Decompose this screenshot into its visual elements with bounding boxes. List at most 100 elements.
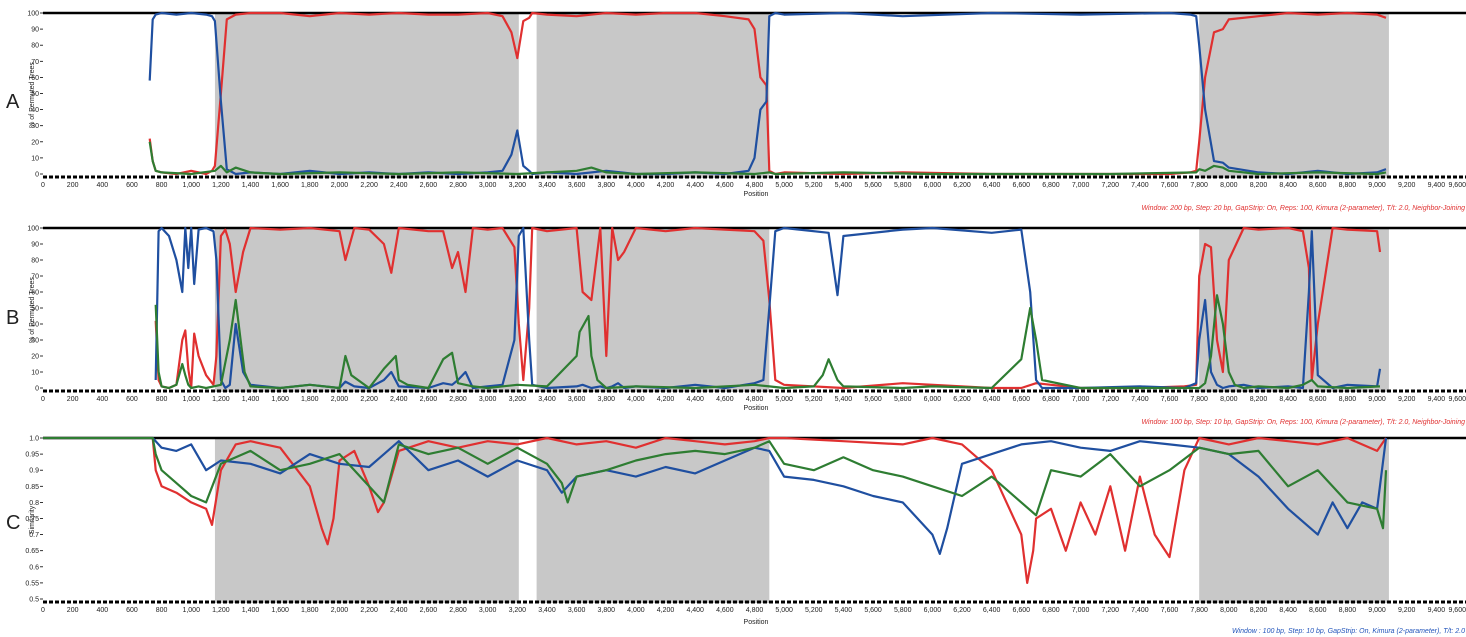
y-axis-title-c: Similarity	[29, 505, 36, 534]
x-tick-label: 2,600	[420, 396, 438, 403]
x-tick-label: 6,400	[983, 182, 1001, 189]
y-tick-label: 10	[31, 370, 39, 377]
x-tick-label: 6,600	[1013, 182, 1031, 189]
shaded-region	[536, 228, 770, 392]
shaded-region	[214, 228, 519, 392]
x-tick-label: 200	[67, 607, 79, 614]
x-tick-label: 6,000	[924, 607, 942, 614]
x-tick-label: 5,800	[894, 607, 912, 614]
settings-note-a: Window: 200 bp, Step: 20 bp, GapStrip: O…	[1141, 205, 1465, 212]
x-tick-label: 3,200	[509, 607, 527, 614]
x-tick-label: 1,200	[212, 182, 230, 189]
y-tick-label: 1.0	[29, 436, 39, 443]
shaded-region	[536, 438, 770, 603]
x-tick-label: 2,600	[420, 182, 438, 189]
y-tick-label: 0	[35, 172, 39, 179]
y-tick-label: 0.75	[25, 516, 39, 523]
x-tick-label: 9,200	[1398, 182, 1416, 189]
x-tick-label: 5,000	[775, 182, 793, 189]
series-line-blue	[154, 226, 1382, 390]
x-tick-label: 5,600	[864, 182, 882, 189]
series-line-green	[148, 141, 1387, 176]
x-tick-label: 2,200	[360, 607, 378, 614]
x-tick-label: 0	[41, 607, 45, 614]
x-tick-label: 3,200	[509, 396, 527, 403]
x-tick-label: 7,200	[1101, 182, 1119, 189]
x-tick-label: 5,800	[894, 396, 912, 403]
x-tick-label: 7,400	[1131, 607, 1149, 614]
x-tick-label: 9,000	[1368, 607, 1386, 614]
panel-letter-b: B	[6, 307, 19, 329]
series-line-red	[43, 436, 1387, 585]
y-tick-label: 70	[31, 274, 39, 281]
x-tick-label: 4,800	[746, 396, 764, 403]
x-tick-label: 1,800	[301, 182, 319, 189]
x-tick-label: 8,600	[1309, 607, 1327, 614]
x-tick-label: 5,400	[835, 182, 853, 189]
series-line-green	[154, 294, 1381, 390]
x-axis-title-b: Position	[744, 405, 769, 412]
y-tick-label: 0.85	[25, 484, 39, 491]
x-tick-label: 3,400	[538, 396, 556, 403]
x-tick-label: 7,200	[1101, 396, 1119, 403]
x-tick-label: 7,000	[1072, 607, 1090, 614]
x-tick-label: 200	[67, 182, 79, 189]
y-tick-label: 100	[27, 11, 39, 18]
x-tick-label: 4,800	[746, 182, 764, 189]
x-tick-label: 5,600	[864, 607, 882, 614]
x-tick-label: 6,200	[953, 607, 971, 614]
x-tick-label: 2,200	[360, 396, 378, 403]
x-tick-label: 1,000	[182, 182, 200, 189]
x-tick-label: 8,000	[1220, 607, 1238, 614]
x-tick-label: 1,600	[271, 396, 289, 403]
x-tick-label: 800	[156, 182, 168, 189]
y-tick-label: 40	[31, 322, 39, 329]
x-tick-label: 9,000	[1368, 182, 1386, 189]
x-tick-label: 9,400	[1428, 182, 1446, 189]
x-tick-label: 4,200	[657, 182, 675, 189]
x-tick-label: 6,400	[983, 396, 1001, 403]
x-tick-label: 8,000	[1220, 396, 1238, 403]
x-tick-label: 6,200	[953, 396, 971, 403]
x-tick-label: 4,200	[657, 396, 675, 403]
x-axis-title-c: Position	[744, 619, 769, 626]
x-tick-label: 8,400	[1279, 182, 1297, 189]
series-line-red	[154, 226, 1382, 390]
x-tick-label: 5,000	[775, 607, 793, 614]
x-tick-label: 1,800	[301, 607, 319, 614]
x-tick-label: 3,800	[598, 182, 616, 189]
x-tick-label: 5,800	[894, 182, 912, 189]
y-tick-label: 20	[31, 139, 39, 146]
y-tick-label: 10	[31, 155, 39, 162]
y-tick-label: 20	[31, 354, 39, 361]
panel-c: 0.5 0.55 0.6 0.65 0.7 0.75 0.8 0.85 0.9 0.95 1.0 0 2…	[6, 436, 1466, 635]
x-tick-label: 7,400	[1131, 396, 1149, 403]
x-tick-label: 8,400	[1279, 396, 1297, 403]
x-tick-label: 4,800	[746, 607, 764, 614]
y-tick-label: 0	[35, 386, 39, 393]
y-tick-label: 80	[31, 258, 39, 265]
x-tick-label: 6,800	[1042, 607, 1060, 614]
x-tick-label: 1,400	[242, 396, 260, 403]
x-tick-label: 7,200	[1101, 607, 1119, 614]
x-tick-label: 6,600	[1013, 607, 1031, 614]
x-tick-label: 1,600	[271, 182, 289, 189]
x-tick-label: 3,200	[509, 182, 527, 189]
y-tick-label: 70	[31, 59, 39, 66]
x-tick-label: 1,400	[242, 607, 260, 614]
y-tick-label: 0.6	[29, 564, 39, 571]
x-tick-label: 5,400	[835, 396, 853, 403]
x-tick-label: 8,600	[1309, 182, 1327, 189]
x-tick-label: 9,000	[1368, 396, 1386, 403]
x-tick-label: 5,000	[775, 396, 793, 403]
x-tick-label: 5,200	[805, 396, 823, 403]
series-line-green	[43, 436, 1388, 530]
x-tick-label: 2,200	[360, 182, 378, 189]
x-tick-label: 2,400	[390, 396, 408, 403]
y-tick-label: 0.95	[25, 452, 39, 459]
x-tick-label: 6,400	[983, 607, 1001, 614]
x-tick-label: 8,200	[1250, 396, 1268, 403]
x-tick-label: 3,800	[598, 607, 616, 614]
y-tick-label: 40	[31, 107, 39, 114]
